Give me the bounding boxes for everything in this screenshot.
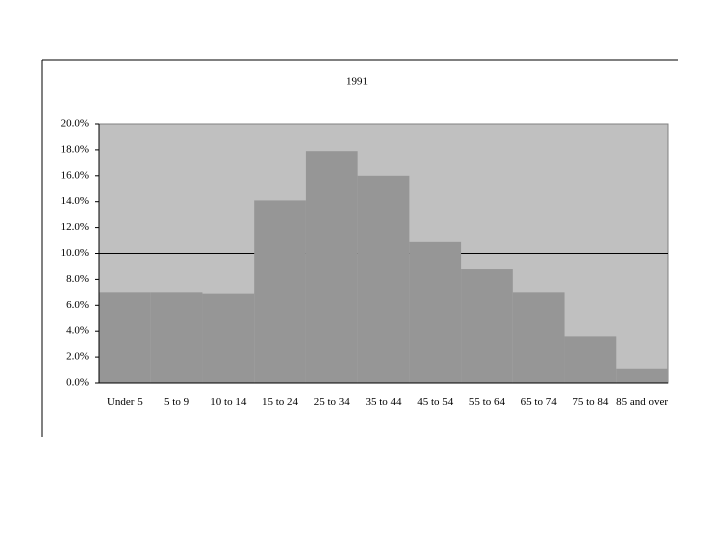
bar <box>99 292 151 383</box>
y-tick-label: 6.0% <box>66 299 89 311</box>
x-tick-label: 65 to 74 <box>520 396 557 408</box>
bar <box>512 292 565 383</box>
x-tick-label: 35 to 44 <box>365 396 402 408</box>
x-tick-label: 25 to 34 <box>313 396 350 408</box>
bar <box>461 269 513 383</box>
y-tick-label: 12.0% <box>61 221 89 233</box>
y-tick-label: 8.0% <box>66 273 89 285</box>
y-tick-label: 18.0% <box>61 143 89 155</box>
bar <box>564 336 617 383</box>
y-tick-label: 4.0% <box>66 325 89 337</box>
y-tick-label: 14.0% <box>61 195 89 207</box>
bar <box>254 200 306 383</box>
x-tick-label: Under 5 <box>106 396 143 408</box>
y-tick-label: 20.0% <box>61 118 89 130</box>
x-tick-label: 15 to 24 <box>262 396 299 408</box>
bar <box>305 151 358 383</box>
x-tick-label: 5 to 9 <box>164 396 190 408</box>
y-tick-label: 10.0% <box>61 247 89 259</box>
x-tick-label: 10 to 14 <box>210 396 247 408</box>
bar <box>150 292 203 383</box>
x-tick-label: 55 to 64 <box>468 396 505 408</box>
bar <box>357 175 410 383</box>
y-tick-label: 16.0% <box>61 169 89 181</box>
x-tick-label: 45 to 54 <box>417 396 454 408</box>
bar <box>409 241 462 383</box>
y-tick-label: 0.0% <box>66 377 89 389</box>
bar <box>202 293 255 383</box>
x-tick-label: 75 to 84 <box>572 396 609 408</box>
bar <box>616 368 668 383</box>
chart-title: 1991 <box>346 76 368 88</box>
y-tick-label: 2.0% <box>66 351 89 363</box>
x-tick-label: 85 and over <box>616 396 669 408</box>
